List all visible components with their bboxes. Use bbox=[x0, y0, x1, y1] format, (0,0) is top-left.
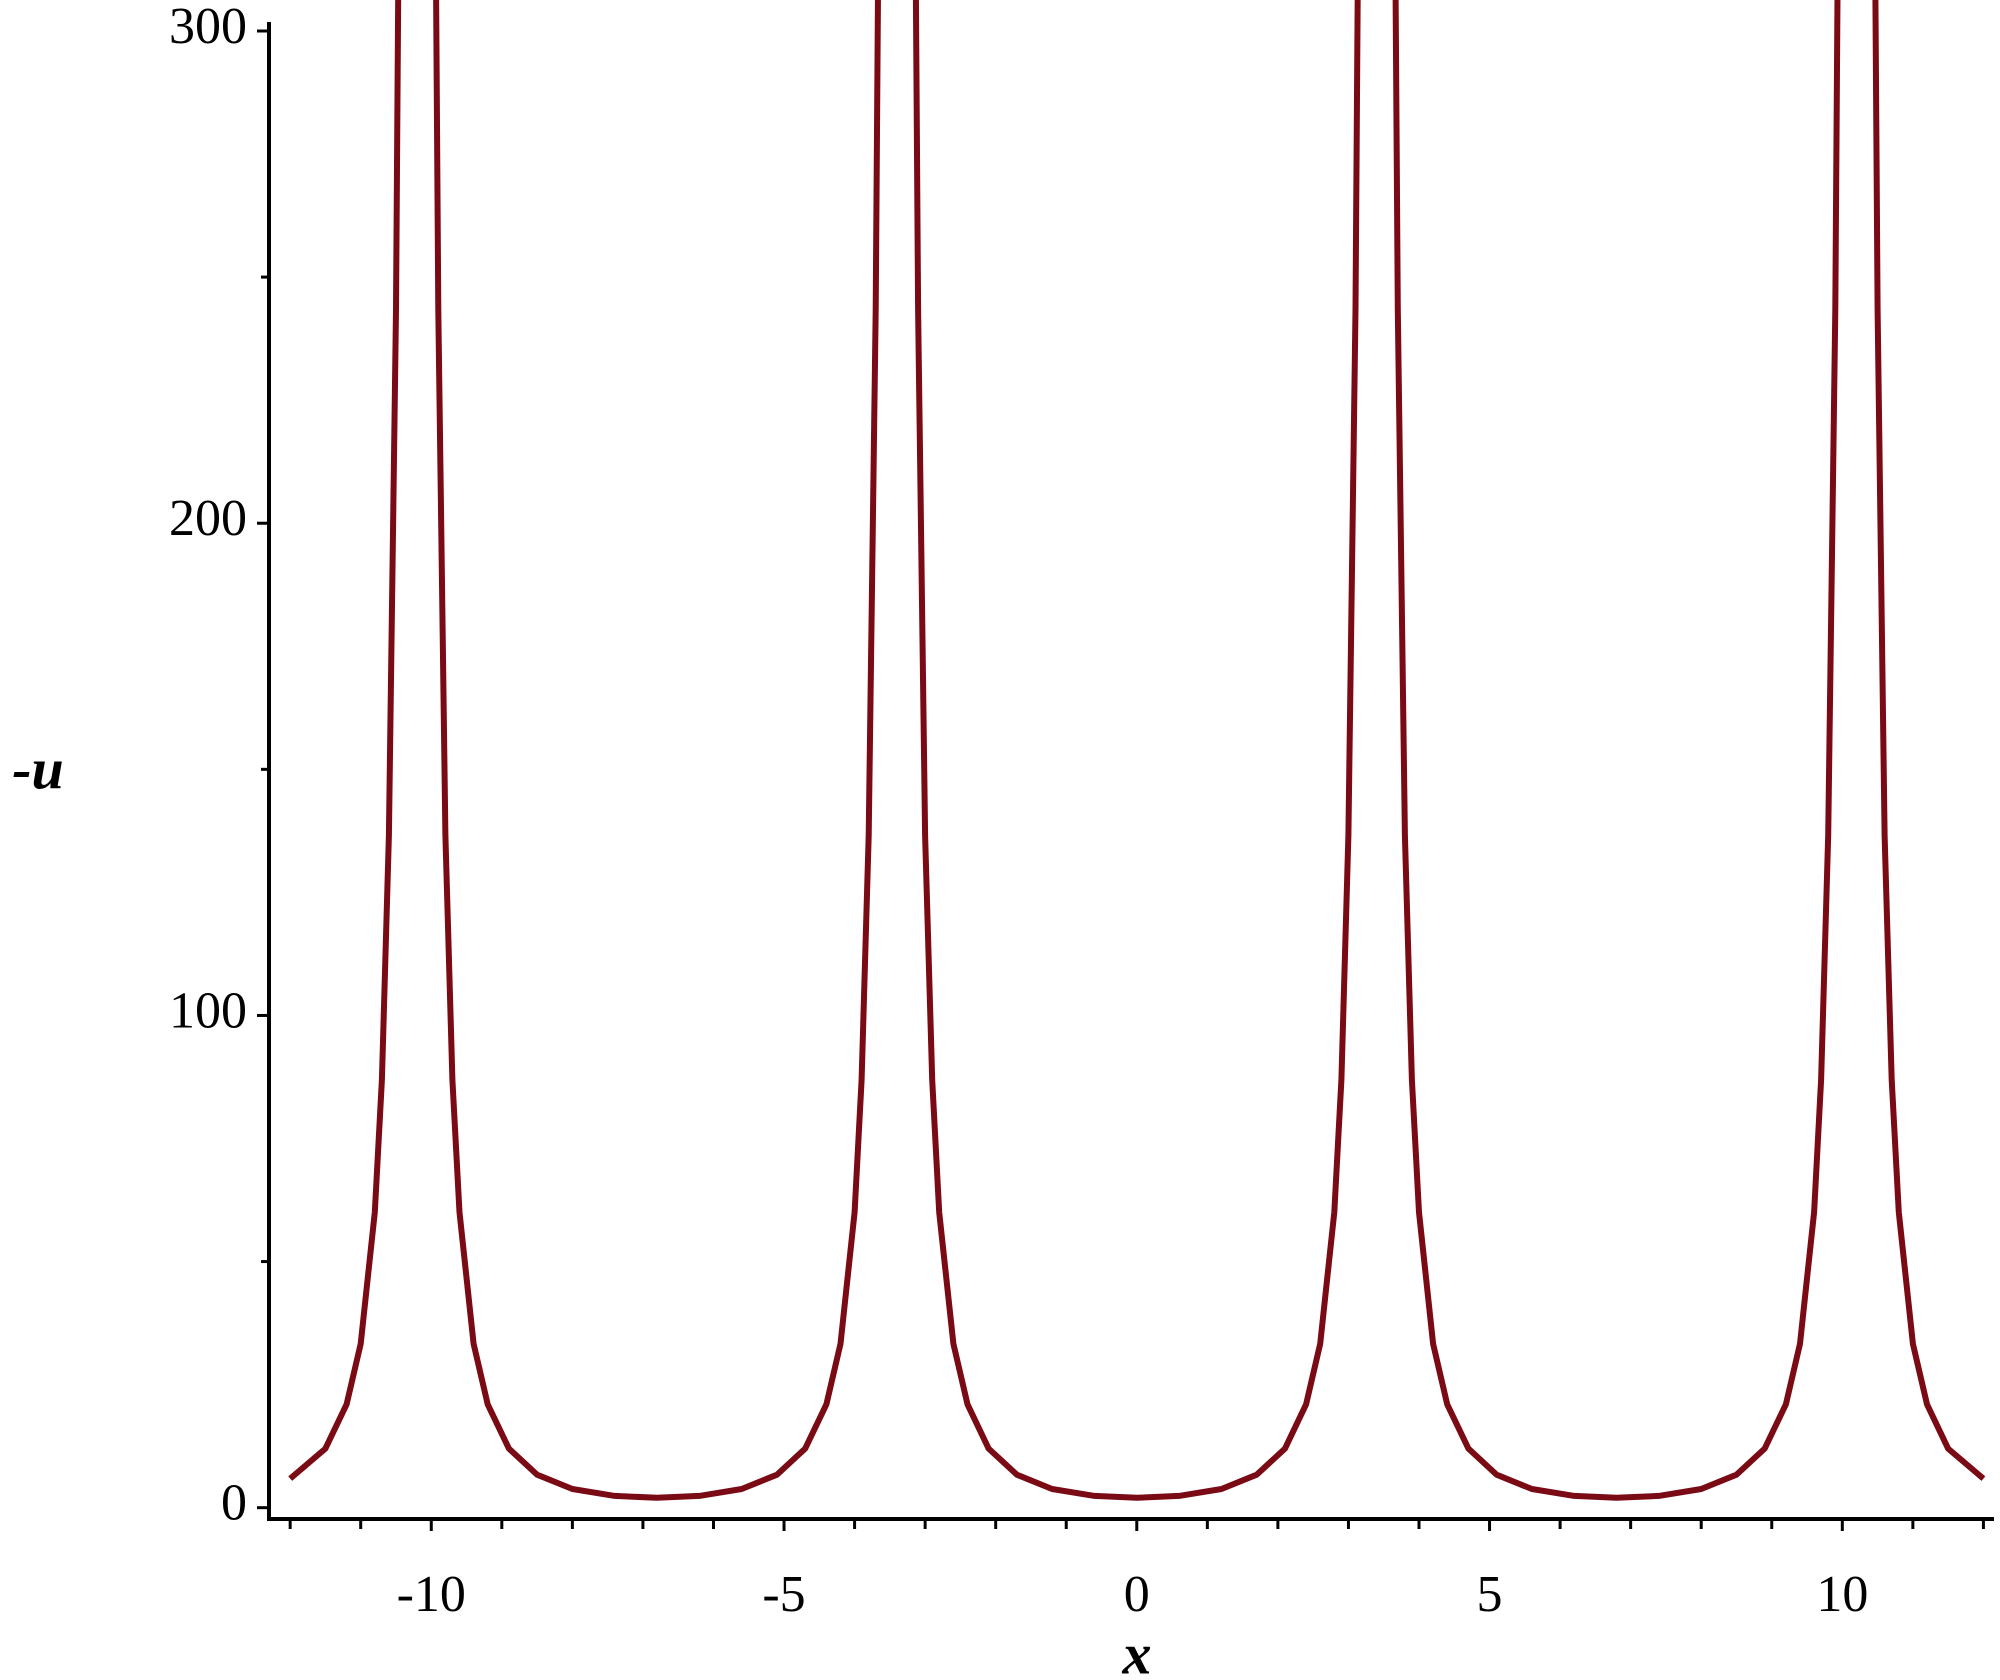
x-axis-title: x bbox=[1122, 1621, 1152, 1680]
curve bbox=[288, 0, 1986, 1501]
plot-area bbox=[288, 0, 1986, 1501]
y-axis-title: -u bbox=[12, 736, 64, 801]
x-tick-label: 5 bbox=[1477, 1566, 1503, 1623]
x-tick-label: -5 bbox=[762, 1566, 805, 1623]
y-tick-label: 300 bbox=[169, 0, 247, 55]
x-tick-label: 10 bbox=[1816, 1566, 1868, 1623]
x-tick-label: -10 bbox=[397, 1566, 466, 1623]
y-tick-label: 100 bbox=[169, 982, 247, 1039]
y-tick-label: 200 bbox=[169, 490, 247, 547]
x-tick-label: 0 bbox=[1124, 1566, 1150, 1623]
y-tick-label: 0 bbox=[221, 1475, 247, 1532]
